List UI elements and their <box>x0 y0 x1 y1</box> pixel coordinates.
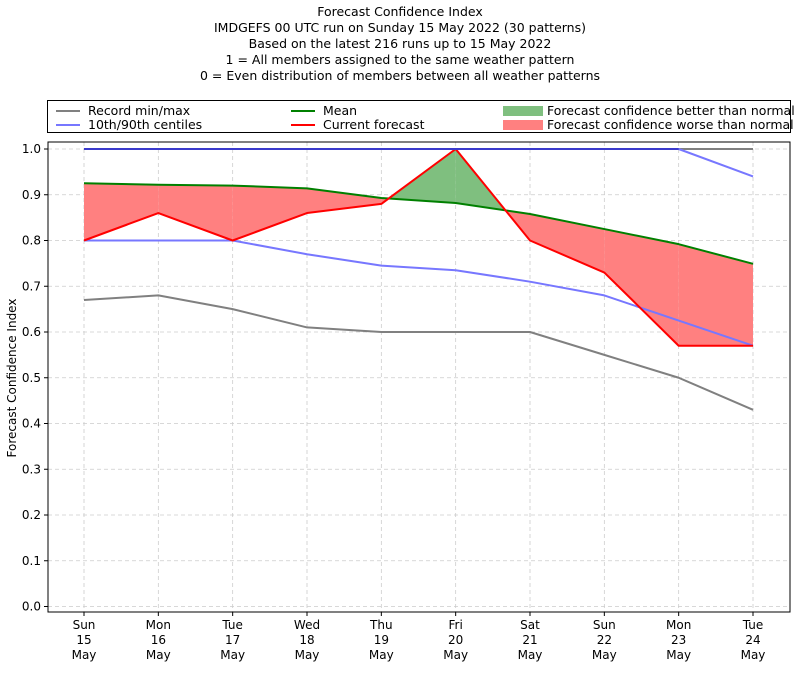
x-tick-label: May <box>518 648 543 662</box>
legend-label-worse: Forecast confidence worse than normal <box>547 117 794 132</box>
chart-subtitle-3: 1 = All members assigned to the same wea… <box>225 52 575 67</box>
legend-entry-record: Record min/max <box>56 103 190 118</box>
x-tick-label: Sun <box>593 618 616 632</box>
fill-worse-than-normal <box>84 183 159 241</box>
x-tick-label: 20 <box>448 633 463 647</box>
x-tick-label: 18 <box>299 633 314 647</box>
legend-entry-worse: Forecast confidence worse than normal <box>503 117 794 132</box>
y-tick-label: 0.1 <box>22 554 41 568</box>
legend-label-mean: Mean <box>323 103 358 118</box>
fill-worse-than-normal <box>530 213 605 273</box>
line-record-min <box>83 294 754 411</box>
x-axis: Sun15MayMon16MayTue17MayWed18MayThu19May… <box>72 612 766 662</box>
line-90th-centile <box>84 148 754 178</box>
y-axis-label: Forecast Confidence Index <box>5 299 19 458</box>
line-mean <box>83 182 754 265</box>
legend-label-record: Record min/max <box>88 103 191 118</box>
chart-titles: Forecast Confidence Index IMDGEFS 00 UTC… <box>0 4 800 84</box>
x-tick-label: 22 <box>597 633 612 647</box>
x-tick-label: Mon <box>666 618 691 632</box>
x-tick-label: 15 <box>76 633 91 647</box>
x-tick-label: May <box>592 648 617 662</box>
x-tick-label: 16 <box>151 633 166 647</box>
x-tick-label: May <box>369 648 394 662</box>
y-tick-label: 0.3 <box>22 462 41 476</box>
series-lines <box>83 148 754 411</box>
x-tick-label: May <box>295 648 320 662</box>
x-tick-label: Wed <box>294 618 320 632</box>
legend-swatch-better <box>503 105 543 116</box>
x-tick-label: May <box>741 648 766 662</box>
fill-worse-than-normal <box>678 244 753 346</box>
x-tick-label: May <box>220 648 245 662</box>
legend-swatch-record <box>56 109 80 112</box>
y-tick-label: 0.4 <box>22 417 41 431</box>
legend-label-current: Current forecast <box>323 117 425 132</box>
x-tick-label: Mon <box>146 618 171 632</box>
y-tick-label: 0.0 <box>22 600 41 614</box>
y-tick-label: 0.5 <box>22 371 41 385</box>
x-tick-label: Fri <box>449 618 463 632</box>
x-tick-label: 24 <box>745 633 760 647</box>
x-tick-label: Tue <box>742 618 764 632</box>
x-tick-label: 17 <box>225 633 240 647</box>
legend-entry-mean: Mean <box>291 103 357 118</box>
y-tick-label: 0.7 <box>22 279 41 293</box>
confidence-fills <box>84 149 753 346</box>
y-axis: 0.0 0.1 0.2 0.3 0.4 0.5 0.6 0.7 0.8 0.9 1.0 <box>22 142 48 614</box>
x-tick-label: Sun <box>73 618 96 632</box>
x-tick-label: Sat <box>520 618 540 632</box>
x-tick-label: May <box>443 648 468 662</box>
legend-swatch-current <box>291 123 315 126</box>
x-tick-label: 21 <box>522 633 537 647</box>
x-tick-label: May <box>72 648 97 662</box>
legend-swatch-mean <box>291 109 315 112</box>
legend-swatch-worse <box>503 119 543 130</box>
legend-entry-better: Forecast confidence better than normal <box>503 103 795 118</box>
y-tick-label: 0.9 <box>22 188 41 202</box>
fill-worse-than-normal <box>604 229 679 346</box>
x-tick-label: May <box>146 648 171 662</box>
chart-title: Forecast Confidence Index <box>317 4 483 19</box>
line-current-forecast <box>83 148 753 347</box>
y-tick-label: 0.2 <box>22 508 41 522</box>
legend-label-better: Forecast confidence better than normal <box>547 103 795 118</box>
x-tick-label: Thu <box>369 618 393 632</box>
fill-worse-than-normal <box>307 188 382 214</box>
plot-frame <box>47 141 791 613</box>
y-tick-label: 0.6 <box>22 325 41 339</box>
x-tick-label: May <box>666 648 691 662</box>
y-tick-label: 1.0 <box>22 142 41 156</box>
x-tick-label: 23 <box>671 633 686 647</box>
legend-swatch-centiles <box>56 123 80 126</box>
chart-subtitle-1: IMDGEFS 00 UTC run on Sunday 15 May 2022… <box>214 20 586 35</box>
fill-worse-than-normal <box>158 184 233 241</box>
legend-entry-current: Current forecast <box>291 117 424 132</box>
x-tick-label: Tue <box>221 618 243 632</box>
legend: Record min/max 10th/90th centiles Mean C… <box>47 100 795 133</box>
legend-entry-centiles: 10th/90th centiles <box>56 117 202 132</box>
y-tick-label: 0.8 <box>22 234 41 248</box>
chart-subtitle-2: Based on the latest 216 runs up to 15 Ma… <box>248 36 552 51</box>
legend-label-centiles: 10th/90th centiles <box>88 117 203 132</box>
chart-subtitle-4: 0 = Even distribution of members between… <box>199 68 601 83</box>
x-tick-label: 19 <box>374 633 389 647</box>
fill-worse-than-normal <box>232 185 307 241</box>
